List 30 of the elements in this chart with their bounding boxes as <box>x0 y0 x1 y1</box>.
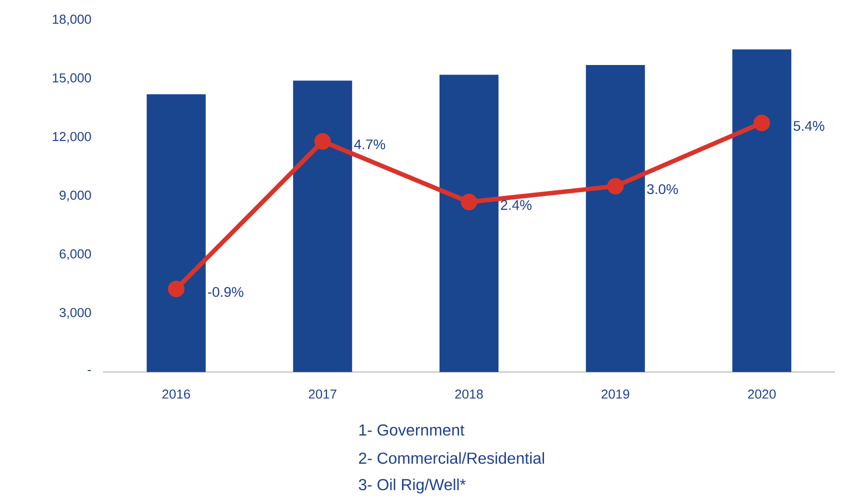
point <box>314 133 331 150</box>
y-tick-label: 6,000 <box>60 249 91 260</box>
text: 1- Government <box>359 424 464 436</box>
x-tick-label: 2020 <box>748 390 776 399</box>
y-tick-label: 15,000 <box>52 73 91 84</box>
bar <box>146 94 206 372</box>
bar <box>440 74 499 372</box>
point <box>460 194 478 210</box>
x-tick-label: 2016 <box>162 390 190 399</box>
y-tick-label: 9,000 <box>60 190 91 202</box>
y-tick-label: 18,000 <box>52 14 91 26</box>
x-tick-label: 2019 <box>602 390 630 399</box>
bar <box>586 64 645 372</box>
y-tick-label: 12,000 <box>52 132 91 143</box>
data-label: 5.4% <box>794 121 824 131</box>
x-tick-label: 2017 <box>308 390 336 399</box>
text: 2- Commercial/Residential <box>359 452 544 464</box>
bar <box>293 80 352 372</box>
y-tick-label: 3,000 <box>60 308 91 319</box>
y-tick-label: - <box>88 370 91 372</box>
bar <box>732 49 792 372</box>
point <box>607 178 624 194</box>
data-label: 2.4% <box>500 200 532 210</box>
x-tick-label: 2018 <box>455 390 483 399</box>
data-label: 4.7% <box>354 139 386 150</box>
data-label: -0.9% <box>208 287 244 297</box>
point <box>168 280 184 298</box>
point <box>754 114 770 132</box>
text: 3- Oil Rig/Well* <box>358 478 466 494</box>
data-label: 3.0% <box>647 184 678 194</box>
